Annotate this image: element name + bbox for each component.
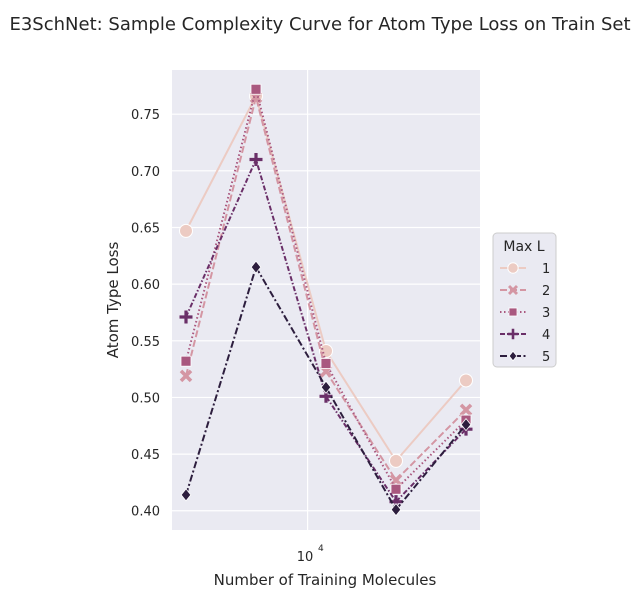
data-point (249, 153, 263, 167)
legend-marker (508, 307, 518, 317)
x-axis-label: Number of Training Molecules (214, 571, 437, 589)
data-point (459, 403, 473, 417)
data-point (180, 355, 192, 367)
legend: Max L 1 2 3 4 5 (492, 232, 557, 368)
data-point (319, 343, 333, 358)
legend-marker (508, 350, 518, 362)
y-tick-labels: 0.40 0.45 0.50 0.55 0.60 0.65 0.70 0.75 (131, 108, 160, 520)
legend-entry: 4 (500, 328, 550, 343)
series-line (185, 158, 467, 503)
legend-marker (507, 284, 519, 296)
data-point (179, 310, 193, 324)
legend-label: 3 (542, 306, 550, 321)
data-point (179, 223, 193, 238)
y-tick-label: 0.60 (131, 278, 160, 293)
y-tick-label: 0.75 (131, 108, 160, 123)
legend-label: 1 (542, 262, 550, 277)
data-point (180, 488, 192, 502)
data-point (320, 380, 332, 394)
data-point (390, 483, 402, 495)
plot-area (172, 70, 480, 530)
legend-entries: 1 2 3 4 5 (500, 262, 550, 365)
series-line (185, 88, 467, 491)
y-tick-label: 0.45 (131, 448, 160, 463)
series-layer (179, 83, 473, 517)
legend-title: Max L (503, 239, 544, 255)
data-point (250, 260, 262, 274)
legend-entry: 5 (500, 350, 550, 365)
x-tick-label: 10 (297, 550, 314, 565)
y-tick-label: 0.55 (131, 335, 160, 350)
x-tick-labels: 10 4 (297, 544, 324, 565)
data-point (390, 502, 402, 517)
data-point (250, 83, 262, 95)
chart-title: E3SchNet: Sample Complexity Curve for At… (9, 14, 630, 35)
legend-marker (507, 328, 519, 340)
y-axis-label: Atom Type Loss (104, 242, 122, 359)
legend-label: 4 (542, 328, 550, 343)
y-tick-label: 0.50 (131, 391, 160, 406)
data-point (179, 369, 193, 383)
data-point (320, 358, 332, 369)
y-tick-label: 0.70 (131, 165, 160, 180)
legend-label: 5 (542, 350, 550, 365)
legend-entry: 3 (500, 306, 550, 321)
series-line (185, 266, 467, 511)
y-tick-label: 0.65 (131, 221, 160, 236)
y-tick-label: 0.40 (131, 505, 160, 520)
legend-entry: 2 (500, 284, 550, 299)
data-point (460, 417, 472, 432)
data-point (459, 373, 473, 388)
legend-label: 2 (542, 284, 550, 299)
data-point (389, 453, 403, 468)
legend-entry: 1 (500, 262, 550, 277)
x-tick-exponent: 4 (318, 544, 324, 554)
series-5 (180, 260, 472, 517)
legend-marker (507, 262, 519, 274)
